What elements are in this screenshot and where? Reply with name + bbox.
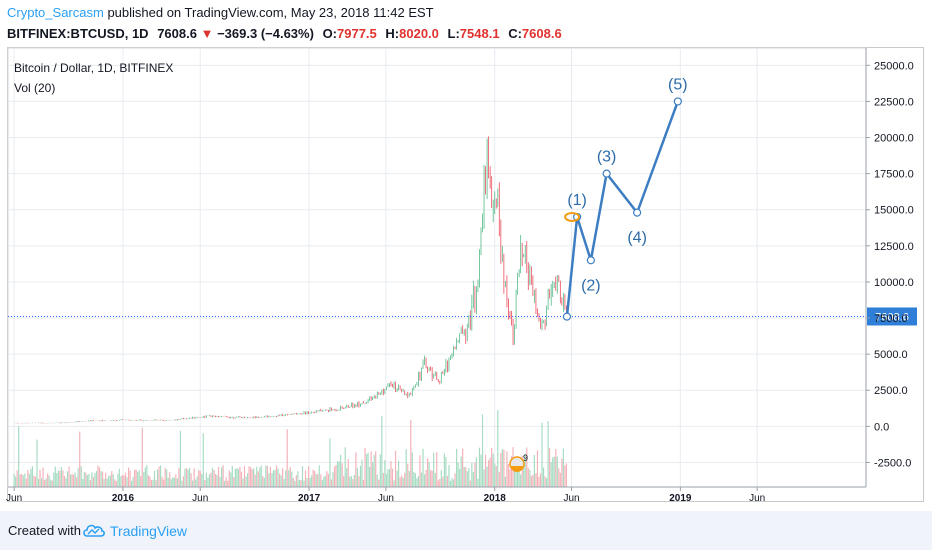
x-tick-label: Jun bbox=[6, 493, 22, 504]
grid bbox=[7, 47, 867, 488]
last-price-line: 7608.6 bbox=[8, 307, 917, 326]
x-tick-label: 2018 bbox=[484, 493, 507, 504]
y-tick-label: 12500.0 bbox=[874, 241, 914, 253]
x-tick-label: Jun bbox=[378, 493, 394, 504]
last-price-badge-label: 7608.6 bbox=[875, 311, 909, 323]
x-tick-label: Jun bbox=[563, 493, 579, 504]
y-tick-label: 15000.0 bbox=[874, 205, 914, 217]
wave-label: (4) bbox=[627, 230, 647, 247]
close-value: 7608.6 bbox=[521, 26, 562, 41]
wave-label: (5) bbox=[668, 76, 688, 93]
wave-point-handle[interactable] bbox=[673, 97, 682, 106]
x-tick-label: Jun bbox=[749, 493, 765, 504]
flag-icon[interactable]: 9 bbox=[509, 453, 528, 472]
wave-label: (1) bbox=[567, 192, 587, 209]
wave-point-handle[interactable] bbox=[633, 208, 642, 217]
wave-1-highlight bbox=[564, 211, 581, 222]
y-tick-label: 22500.0 bbox=[874, 96, 914, 108]
tradingview-brand-link[interactable]: TradingView bbox=[110, 523, 188, 539]
published-text: published on TradingView.com, May 23, 20… bbox=[107, 5, 434, 20]
wave-label: (3) bbox=[597, 149, 617, 166]
y-tick-label: 10000.0 bbox=[874, 277, 914, 289]
ohlc-line: BITFINEX:BTCUSD, 1D 7608.6 ▼ −369.3 (−4.… bbox=[7, 26, 562, 41]
symbol-label: BITFINEX:BTCUSD, 1D bbox=[7, 26, 149, 41]
legend-title: Bitcoin / Dollar, 1D, BITFINEX bbox=[14, 61, 173, 75]
wave-label: (2) bbox=[581, 277, 601, 294]
tradingview-cloud-icon[interactable] bbox=[82, 522, 106, 538]
high-label: H: bbox=[385, 26, 400, 41]
projection-path[interactable] bbox=[565, 101, 679, 317]
price-change: −369.3 (−4.63%) bbox=[217, 26, 314, 41]
volume-bars bbox=[13, 410, 568, 487]
y-tick-label: -2500.0 bbox=[874, 457, 911, 469]
x-tick-label: Jun bbox=[192, 493, 208, 504]
last-price: 7608.6 bbox=[157, 26, 197, 41]
y-tick-label: 7500.0 bbox=[874, 313, 908, 325]
last-price-badge bbox=[867, 307, 917, 326]
x-tick-label: 2019 bbox=[669, 493, 692, 504]
open-value: 7977.5 bbox=[337, 26, 377, 41]
created-with-text: Created with bbox=[8, 523, 81, 538]
wave-point-handle[interactable] bbox=[602, 169, 611, 178]
footer-bar: Created with TradingView bbox=[0, 511, 932, 550]
y-tick-label: 17500.0 bbox=[874, 169, 914, 181]
x-tick-label: 2016 bbox=[112, 493, 135, 504]
price-chart[interactable]: 7608.6 (1) (2) (3) (4) (5) 25000.0 22500.0 200… bbox=[0, 0, 932, 511]
svg-text:9: 9 bbox=[523, 453, 528, 463]
close-label: C: bbox=[508, 26, 522, 41]
low-value: 7548.1 bbox=[459, 26, 500, 41]
y-tick-label: 5000.0 bbox=[874, 349, 908, 361]
low-label: L: bbox=[447, 26, 460, 41]
elliott-projection[interactable]: (1) (2) (3) (4) (5) bbox=[562, 76, 688, 321]
high-value: 8020.0 bbox=[399, 26, 439, 41]
price-candles bbox=[13, 136, 567, 424]
publication-line: Crypto_Sarcasm published on TradingView.… bbox=[7, 5, 434, 20]
wave-point-handle[interactable] bbox=[562, 312, 572, 321]
y-tick-label: 25000.0 bbox=[874, 60, 914, 72]
plot-area bbox=[7, 47, 867, 488]
x-tick-label: 2017 bbox=[298, 493, 321, 504]
down-arrow-icon: ▼ bbox=[200, 26, 214, 41]
axes[interactable]: 25000.0 22500.0 20000.0 17500.0 15000.0 12500… bbox=[6, 48, 914, 504]
y-tick-label: 0.0 bbox=[874, 421, 889, 433]
wave-point-handle[interactable] bbox=[586, 256, 595, 265]
author-link[interactable]: Crypto_Sarcasm bbox=[7, 5, 104, 20]
open-label: O: bbox=[322, 26, 338, 41]
y-tick-label: 20000.0 bbox=[874, 133, 914, 145]
legend-volume: Vol (20) bbox=[14, 81, 55, 95]
y-tick-label: 2500.0 bbox=[874, 385, 908, 397]
